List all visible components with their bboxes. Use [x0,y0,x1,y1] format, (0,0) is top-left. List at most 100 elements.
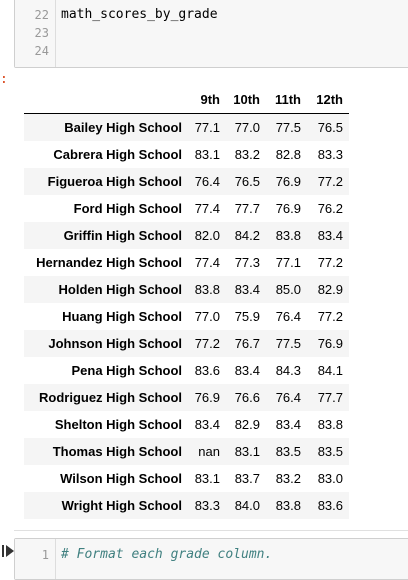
table-cell: 83.1 [194,471,220,486]
table-cell: 76.4 [275,390,301,405]
table-cell: 83.7 [234,471,260,486]
table-cell: 77.3 [234,255,260,270]
code-cell-bottom: 1 # Format each grade column. [0,530,408,580]
table-row: Griffin High School 82.0 84.2 83.8 83.4 [24,222,349,249]
table-cell: 83.8 [194,282,220,297]
table-cell: 83.5 [275,444,301,459]
table-cell: 77.7 [317,390,343,405]
table-cell: 84.1 [317,363,343,378]
table-cell: 77.0 [194,309,220,324]
table-cell: 83.2 [234,147,260,162]
table-cell: 82.8 [275,147,301,162]
table-cell: 76.9 [194,390,220,405]
table-cell: 83.1 [194,147,220,162]
step-run-icon[interactable] [2,544,14,558]
column-header: 12th [307,86,349,114]
column-header: 9th [188,86,226,114]
row-index-label: Huang High School [62,309,182,324]
table-row: Wilson High School 83.1 83.7 83.2 83.0 [24,465,349,492]
table-header-row: 9th 10th 11th 12th [24,86,349,114]
table-cell: 76.4 [275,309,301,324]
code-cell-top: 22 23 24 math_scores_by_grade [0,0,408,68]
row-index-label: Thomas High School [52,444,182,459]
code-comment[interactable]: # Format each grade column. [61,547,273,562]
output-prompt: : [0,72,8,87]
line-number-gutter: 1 [15,539,56,579]
table-cell: 84.3 [275,363,301,378]
table-cell: 83.8 [275,498,301,513]
dataframe-table: 9th 10th 11th 12th Bailey High School 77.… [24,86,349,519]
row-index-label: Pena High School [71,363,182,378]
table-cell: 76.6 [234,390,260,405]
table-cell: 83.4 [234,282,260,297]
table-row: Figueroa High School 76.4 76.5 76.9 77.2 [24,168,349,195]
table-row: Holden High School 83.8 83.4 85.0 82.9 [24,276,349,303]
table-cell: 77.4 [194,255,220,270]
table-cell: 77.7 [234,201,260,216]
table-cell: 83.4 [234,363,260,378]
table-cell: 82.9 [234,417,260,432]
table-row: Shelton High School 83.4 82.9 83.4 83.8 [24,411,349,438]
column-header: 10th [226,86,266,114]
row-index-label: Figueroa High School [47,174,182,189]
table-row: Wright High School 83.3 84.0 83.8 83.6 [24,492,349,519]
row-index-label: Shelton High School [54,417,182,432]
table-cell: 76.5 [234,174,260,189]
row-index-label: Johnson High School [48,336,182,351]
table-cell: 76.9 [275,201,301,216]
table-row: Rodriguez High School 76.9 76.6 76.4 77.7 [24,384,349,411]
table-cell: 83.2 [275,471,301,486]
row-index-label: Rodriguez High School [39,390,182,405]
line-number: 1 [41,548,49,562]
table-cell: 83.3 [194,498,220,513]
table-cell: 83.4 [317,228,343,243]
code-editor[interactable]: 1 # Format each grade column. [14,538,408,580]
table-row: Pena High School 83.6 83.4 84.3 84.1 [24,357,349,384]
table-cell: 75.9 [234,309,260,324]
table-cell: 77.1 [275,255,301,270]
row-index-label: Cabrera High School [53,147,182,162]
table-row: Cabrera High School 83.1 83.2 82.8 83.3 [24,141,349,168]
table-cell: 76.5 [317,120,343,135]
table-row: Ford High School 77.4 77.7 76.9 76.2 [24,195,349,222]
table-row: Huang High School 77.0 75.9 76.4 77.2 [24,303,349,330]
column-header: 11th [266,86,307,114]
table-cell: 83.6 [317,498,343,513]
table-cell: 83.8 [275,228,301,243]
table-cell: 84.0 [234,498,260,513]
line-number-gutter: 22 23 24 [15,0,56,67]
table-cell: 85.0 [275,282,301,297]
table-cell: 83.1 [234,444,260,459]
table-cell: 76.7 [234,336,260,351]
table-cell: 82.0 [194,228,220,243]
row-index-label: Griffin High School [63,228,182,243]
row-index-label: Wilson High School [60,471,182,486]
table-cell: 77.2 [317,309,343,324]
table-cell: 83.4 [275,417,301,432]
row-index-label: Wright High School [61,498,182,513]
table-cell: 77.5 [275,336,301,351]
code-line[interactable]: math_scores_by_grade [61,7,218,22]
line-number: 24 [34,44,49,58]
table-cell: 76.9 [275,174,301,189]
table-row: Bailey High School 77.1 77.0 77.5 76.5 [24,113,349,141]
table-cell: 83.4 [194,417,220,432]
table-cell: 76.9 [317,336,343,351]
code-editor[interactable]: 22 23 24 math_scores_by_grade [14,0,408,68]
table-cell: 83.8 [317,417,343,432]
row-index-label: Ford High School [73,201,182,216]
table-cell: 83.0 [317,471,343,486]
row-index-label: Hernandez High School [36,255,182,270]
table-cell: 83.3 [317,147,343,162]
index-header [24,86,188,114]
line-number: 23 [34,26,49,40]
table-row: Johnson High School 77.2 76.7 77.5 76.9 [24,330,349,357]
row-index-label: Holden High School [58,282,183,297]
table-cell: 77.5 [275,120,301,135]
row-index-label: Bailey High School [64,120,182,135]
table-cell: 76.2 [317,201,343,216]
table-cell: 83.6 [194,363,220,378]
table-row: Hernandez High School 77.4 77.3 77.1 77.2 [24,249,349,276]
table-cell: 77.2 [317,255,343,270]
table-row: Thomas High School nan 83.1 83.5 83.5 [24,438,349,465]
